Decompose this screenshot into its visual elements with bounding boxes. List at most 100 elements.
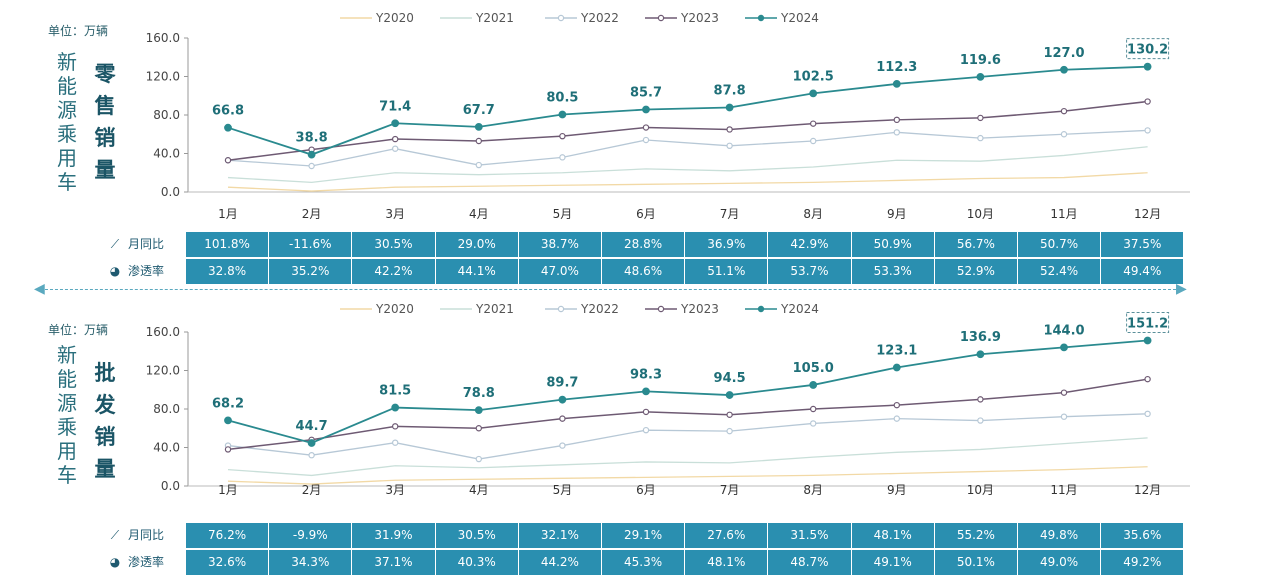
data-label: 105.0 bbox=[793, 361, 834, 376]
x-tick-label: 9月 bbox=[887, 483, 907, 497]
panel-divider bbox=[40, 289, 1186, 290]
data-point-y2023 bbox=[893, 116, 901, 124]
table-cell: 50.9% bbox=[851, 232, 935, 257]
legend-label: Y2024 bbox=[780, 11, 819, 25]
x-tick-label: 12月 bbox=[1134, 207, 1161, 221]
legend-marker bbox=[557, 305, 565, 313]
row-label: ◕ 渗透率 bbox=[102, 259, 182, 284]
data-label: 38.8 bbox=[296, 131, 328, 146]
data-point-y2024 bbox=[809, 381, 818, 389]
x-tick-label: 4月 bbox=[469, 483, 489, 497]
table-cell: 48.6% bbox=[602, 259, 686, 284]
data-point-y2024 bbox=[976, 350, 985, 359]
series-line-y2020 bbox=[227, 172, 1148, 192]
legend-item-y2022: Y2022 bbox=[545, 302, 619, 316]
data-point-y2024 bbox=[558, 395, 567, 404]
table-row-pen: ◕ 渗透率 32.6% 34.3% 37.1% 40.3% 44.2% 45.3% 48.1% 4… bbox=[102, 550, 1185, 575]
table-cell: 30.5% bbox=[352, 232, 436, 257]
data-point-y2023 bbox=[1144, 98, 1151, 105]
data-label: 136.9 bbox=[960, 330, 1001, 345]
data-point-y2022 bbox=[977, 134, 984, 142]
y-tick-label: 80.0 bbox=[153, 108, 180, 122]
table-cell: 76.2% bbox=[186, 523, 270, 548]
data-point-y2023 bbox=[1060, 389, 1068, 396]
data-label: 123.1 bbox=[876, 344, 917, 359]
series-line-y2023 bbox=[227, 100, 1148, 161]
data-point-y2024 bbox=[224, 123, 232, 132]
data-point-y2023 bbox=[392, 423, 399, 430]
data-point-y2022 bbox=[392, 439, 399, 446]
data-point-y2022 bbox=[642, 136, 650, 144]
data-point-y2022 bbox=[475, 455, 482, 463]
table-cell: 49.1% bbox=[851, 550, 935, 575]
table-cell: 29.0% bbox=[435, 232, 519, 257]
legend-label: Y2023 bbox=[680, 11, 719, 25]
table-cell: 31.9% bbox=[352, 523, 436, 548]
legend-marker bbox=[657, 14, 665, 22]
series-line-y2021 bbox=[227, 437, 1148, 477]
legend-label: Y2023 bbox=[680, 302, 719, 316]
legend-marker bbox=[657, 305, 665, 313]
table-cell: 38.7% bbox=[518, 232, 602, 257]
data-point-y2022 bbox=[726, 142, 733, 149]
data-point-y2023 bbox=[1060, 107, 1068, 115]
x-tick-label: 5月 bbox=[553, 483, 573, 497]
x-tick-label: 10月 bbox=[967, 207, 994, 221]
table-cell: 48.1% bbox=[851, 523, 935, 548]
data-point-y2023 bbox=[642, 124, 650, 131]
legend-marker bbox=[757, 305, 765, 313]
data-point-y2024 bbox=[976, 72, 985, 81]
retail-line-chart: Y2020 Y2021 Y2022 Y2023 Y2024 0.0 40.0 80.0 120.… bbox=[146, 11, 1190, 221]
data-label: 66.8 bbox=[212, 104, 244, 119]
data-point-y2022 bbox=[559, 154, 566, 161]
table-cell: 34.3% bbox=[269, 550, 353, 575]
table-cell: 53.7% bbox=[768, 259, 852, 284]
data-point-y2024 bbox=[892, 80, 901, 88]
table-row-yoy: ⟋ 月同比 76.2% -9.9% 31.9% 30.5% 32.1% 29.1% 27.6% 3… bbox=[102, 523, 1185, 548]
data-point-y2022 bbox=[893, 415, 901, 422]
table-cell: 27.6% bbox=[685, 523, 769, 548]
row-label: ⟋ 月同比 bbox=[102, 523, 182, 548]
table-cell: -11.6% bbox=[269, 232, 353, 257]
table-cell: 47.0% bbox=[518, 259, 602, 284]
table-cell: 37.1% bbox=[352, 550, 436, 575]
x-tick-label: 2月 bbox=[302, 207, 322, 221]
data-point-y2023 bbox=[977, 396, 984, 403]
table-cell: 32.6% bbox=[186, 550, 270, 575]
table-cell: 45.3% bbox=[602, 550, 686, 575]
data-point-y2023 bbox=[810, 120, 817, 127]
table-cell: 35.6% bbox=[1101, 523, 1185, 548]
data-label: 81.5 bbox=[379, 384, 411, 399]
y-tick-label: 40.0 bbox=[153, 441, 180, 455]
data-point-y2022 bbox=[810, 137, 817, 145]
legend-item-y2023: Y2023 bbox=[645, 11, 719, 25]
vertical-title-category: 新能源乘用车 bbox=[57, 50, 77, 194]
table-cell: 52.4% bbox=[1018, 259, 1102, 284]
table-cell: 101.8% bbox=[186, 232, 270, 257]
data-label: 68.2 bbox=[212, 396, 244, 411]
table-row-yoy: ⟋ 月同比 101.8% -11.6% 30.5% 29.0% 38.7% 28.8% 36.9… bbox=[102, 232, 1185, 257]
data-label: 89.7 bbox=[546, 376, 578, 391]
legend-label: Y2021 bbox=[475, 302, 514, 316]
x-tick-label: 2月 bbox=[302, 483, 322, 497]
legend-label: Y2020 bbox=[375, 11, 414, 25]
data-point-y2022 bbox=[977, 417, 984, 424]
data-label: 67.7 bbox=[463, 103, 495, 118]
data-point-y2023 bbox=[475, 137, 482, 145]
y-tick-label: 120.0 bbox=[146, 70, 180, 84]
data-point-y2023 bbox=[726, 126, 733, 133]
x-tick-label: 9月 bbox=[887, 207, 907, 221]
series-line-y2020 bbox=[227, 466, 1148, 485]
data-point-y2022 bbox=[893, 129, 901, 136]
data-label: 102.5 bbox=[793, 69, 834, 84]
y-tick-label: 0.0 bbox=[161, 479, 180, 493]
table-cell: 51.1% bbox=[685, 259, 769, 284]
data-label: 151.2 bbox=[1127, 316, 1168, 331]
row-label-text: 渗透率 bbox=[128, 264, 165, 278]
arrow-left-icon: ◀ bbox=[34, 281, 45, 297]
x-tick-label: 11月 bbox=[1050, 483, 1077, 497]
x-tick-label: 12月 bbox=[1134, 483, 1161, 497]
data-point-y2024 bbox=[642, 387, 650, 396]
highlight-box bbox=[1126, 311, 1170, 333]
data-point-y2022 bbox=[475, 161, 482, 169]
